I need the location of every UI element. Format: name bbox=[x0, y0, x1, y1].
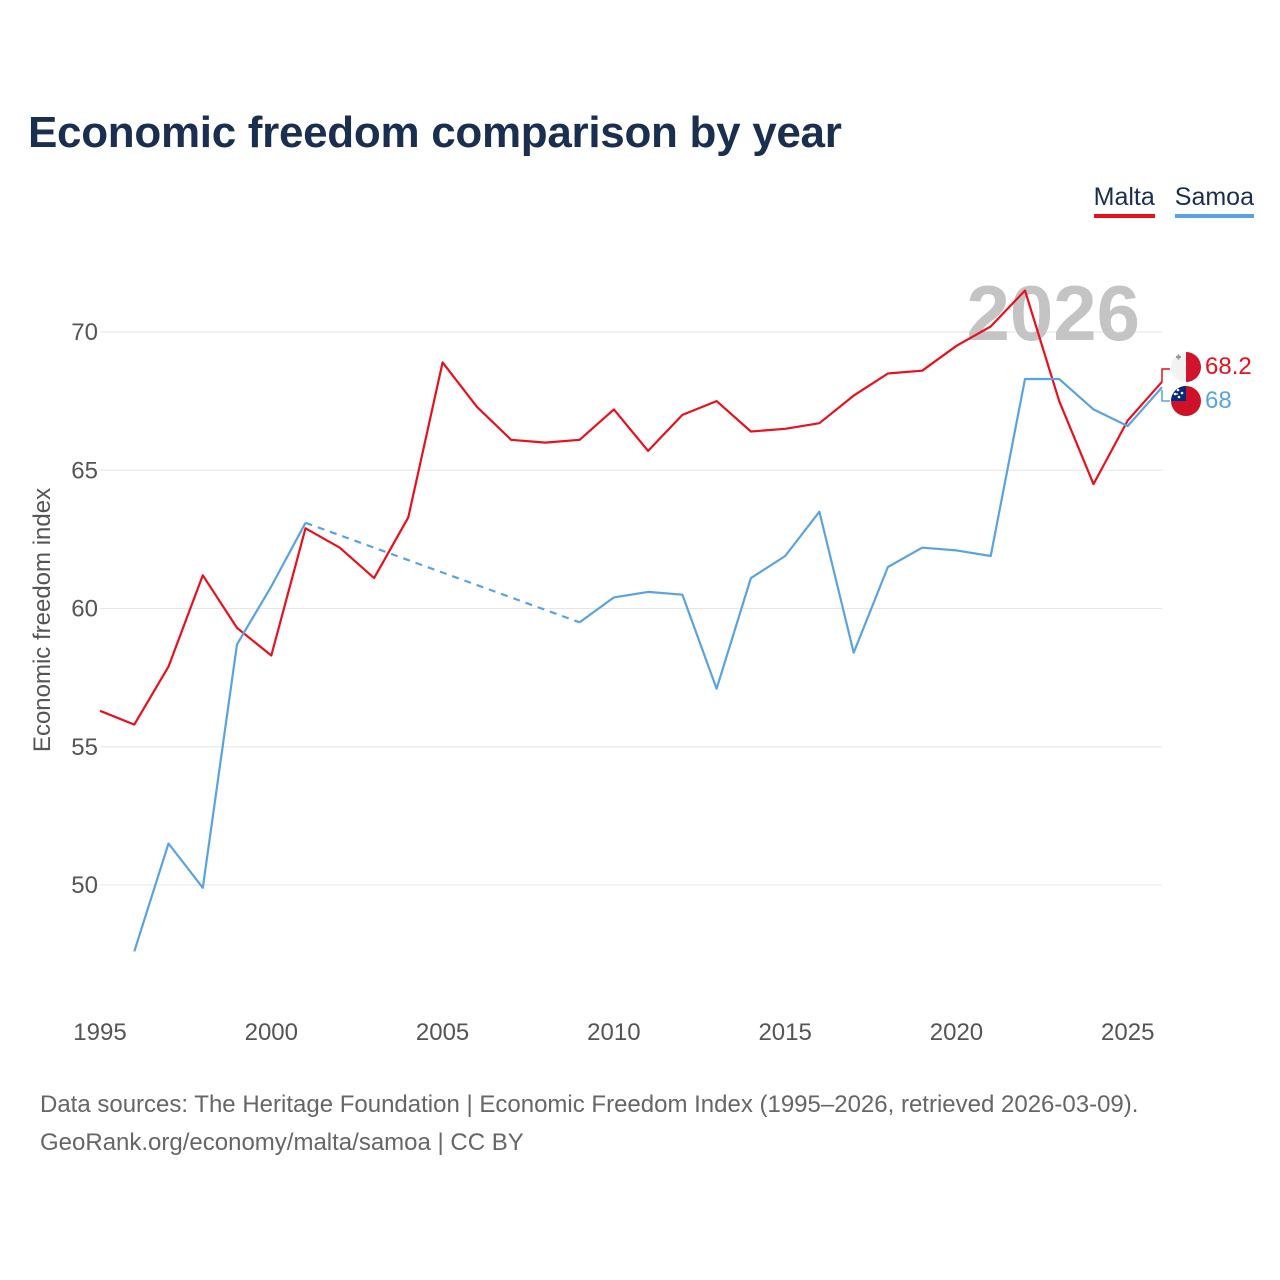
footer-credit: GeoRank.org/economy/malta/samoa | CC BY bbox=[40, 1129, 524, 1156]
malta-end-connector bbox=[1161, 368, 1170, 382]
data-point-samoa bbox=[749, 576, 753, 580]
data-point-malta bbox=[646, 449, 650, 453]
x-tick-label: 2015 bbox=[758, 1019, 811, 1046]
data-point-samoa bbox=[132, 949, 136, 953]
y-axis-label: Economic freedom index bbox=[29, 488, 56, 752]
highlight-year: 2026 bbox=[966, 269, 1140, 357]
x-tick-label: 2005 bbox=[416, 1019, 469, 1046]
data-point-samoa bbox=[201, 886, 205, 890]
x-tick-label: 2000 bbox=[245, 1019, 298, 1046]
x-tick-label: 2020 bbox=[930, 1019, 983, 1046]
data-point-samoa bbox=[167, 842, 171, 846]
data-point-malta bbox=[783, 427, 787, 431]
legend: Malta Samoa bbox=[1093, 182, 1254, 218]
data-point-malta bbox=[269, 654, 273, 658]
x-tick-label: 2025 bbox=[1101, 1019, 1154, 1046]
legend-item-samoa[interactable]: Samoa bbox=[1174, 182, 1254, 218]
data-point-samoa bbox=[783, 554, 787, 558]
chart-title: Economic freedom comparison by year bbox=[28, 108, 842, 157]
malta-end-value: 68.2 bbox=[1205, 353, 1252, 380]
data-point-malta bbox=[1091, 482, 1095, 486]
data-point-malta bbox=[1057, 399, 1061, 403]
data-point-malta bbox=[612, 407, 616, 411]
y-tick-label: 60 bbox=[71, 596, 98, 623]
data-point-malta bbox=[167, 665, 171, 669]
data-point-malta bbox=[817, 421, 821, 425]
x-tick-label: 2010 bbox=[587, 1019, 640, 1046]
data-point-malta bbox=[406, 515, 410, 519]
legend-item-malta[interactable]: Malta bbox=[1093, 182, 1155, 218]
data-point-malta bbox=[98, 709, 102, 713]
data-point-samoa bbox=[920, 546, 924, 550]
data-point-samoa bbox=[1057, 377, 1061, 381]
data-point-samoa bbox=[578, 620, 582, 624]
samoa-flag-icon bbox=[1171, 386, 1201, 416]
data-point-malta bbox=[749, 430, 753, 434]
data-point-malta bbox=[1023, 289, 1027, 293]
data-point-samoa bbox=[304, 521, 308, 525]
y-tick-label: 55 bbox=[71, 734, 98, 761]
data-point-malta bbox=[852, 394, 856, 398]
data-point-samoa bbox=[235, 642, 239, 646]
y-tick-label: 50 bbox=[71, 872, 98, 899]
series-line-malta bbox=[99, 289, 1163, 726]
data-point-malta bbox=[543, 441, 547, 445]
data-point-samoa bbox=[646, 590, 650, 594]
data-point-malta bbox=[1126, 418, 1130, 422]
data-point-samoa bbox=[680, 593, 684, 597]
footer-sources: Data sources: The Heritage Foundation | … bbox=[40, 1091, 1139, 1118]
data-point-samoa bbox=[886, 565, 890, 569]
data-point-malta bbox=[235, 626, 239, 630]
data-point-malta bbox=[509, 438, 513, 442]
data-point-malta bbox=[680, 413, 684, 417]
data-point-samoa bbox=[1126, 424, 1130, 428]
data-point-malta bbox=[441, 360, 445, 364]
data-point-samoa bbox=[1091, 407, 1095, 411]
data-point-samoa bbox=[989, 554, 993, 558]
series-line-samoa bbox=[133, 522, 307, 952]
data-point-samoa bbox=[715, 687, 719, 691]
data-point-samoa bbox=[1160, 385, 1164, 389]
data-point-samoa bbox=[852, 651, 856, 655]
data-point-malta bbox=[132, 723, 136, 727]
data-point-malta bbox=[201, 573, 205, 577]
data-point-samoa bbox=[612, 595, 616, 599]
footer: Data sources: The Heritage Foundation | … bbox=[40, 1086, 1138, 1162]
data-point-malta bbox=[475, 405, 479, 409]
data-point-samoa bbox=[817, 510, 821, 514]
data-point-malta bbox=[920, 369, 924, 373]
data-point-malta bbox=[989, 324, 993, 328]
data-point-malta bbox=[578, 438, 582, 442]
samoa-end-value: 68 bbox=[1205, 387, 1232, 414]
data-point-malta bbox=[372, 576, 376, 580]
data-point-malta bbox=[954, 344, 958, 348]
data-point-samoa bbox=[1023, 377, 1027, 381]
y-tick-label: 70 bbox=[71, 319, 98, 346]
data-point-malta bbox=[715, 399, 719, 403]
samoa-end-connector bbox=[1161, 390, 1170, 402]
y-tick-label: 65 bbox=[71, 457, 98, 484]
series-gap-samoa bbox=[305, 521, 580, 624]
data-point-malta bbox=[886, 371, 890, 375]
malta-flag-icon bbox=[1171, 352, 1201, 382]
x-tick-label: 1995 bbox=[73, 1019, 126, 1046]
data-point-samoa bbox=[269, 584, 273, 588]
data-point-samoa bbox=[954, 548, 958, 552]
series-line-samoa bbox=[578, 377, 1163, 690]
data-point-malta bbox=[338, 546, 342, 550]
